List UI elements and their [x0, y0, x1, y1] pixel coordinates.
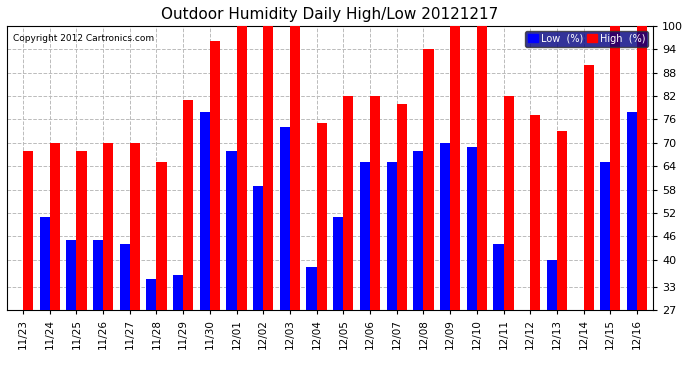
Bar: [210, 42, 220, 310]
Bar: [157, 162, 166, 310]
Bar: [50, 143, 60, 310]
Bar: [199, 112, 210, 310]
Bar: [103, 143, 113, 310]
Legend: Low  (%), High  (%): Low (%), High (%): [525, 31, 648, 46]
Bar: [333, 217, 344, 310]
Bar: [493, 244, 504, 310]
Bar: [317, 123, 327, 310]
Bar: [370, 96, 380, 310]
Bar: [546, 260, 557, 310]
Bar: [440, 143, 450, 310]
Bar: [279, 127, 290, 310]
Bar: [413, 150, 424, 310]
Bar: [93, 240, 103, 310]
Bar: [627, 112, 637, 310]
Bar: [119, 244, 130, 310]
Bar: [253, 186, 264, 310]
Bar: [637, 26, 647, 310]
Title: Outdoor Humidity Daily High/Low 20121217: Outdoor Humidity Daily High/Low 20121217: [161, 7, 499, 22]
Bar: [306, 267, 317, 310]
Bar: [450, 26, 460, 310]
Text: Copyright 2012 Cartronics.com: Copyright 2012 Cartronics.com: [13, 34, 155, 44]
Bar: [466, 147, 477, 310]
Bar: [477, 26, 487, 310]
Bar: [530, 116, 540, 310]
Bar: [264, 26, 273, 310]
Bar: [290, 26, 300, 310]
Bar: [557, 131, 567, 310]
Bar: [424, 49, 433, 310]
Bar: [344, 96, 353, 310]
Bar: [146, 279, 157, 310]
Bar: [237, 26, 247, 310]
Bar: [183, 100, 193, 310]
Bar: [386, 162, 397, 310]
Bar: [173, 275, 183, 310]
Bar: [226, 150, 237, 310]
Bar: [584, 65, 594, 310]
Bar: [130, 143, 140, 310]
Bar: [77, 150, 86, 310]
Bar: [600, 162, 611, 310]
Bar: [39, 217, 50, 310]
Bar: [360, 162, 370, 310]
Bar: [611, 26, 620, 310]
Bar: [66, 240, 77, 310]
Bar: [23, 150, 33, 310]
Bar: [397, 104, 407, 310]
Bar: [504, 96, 513, 310]
